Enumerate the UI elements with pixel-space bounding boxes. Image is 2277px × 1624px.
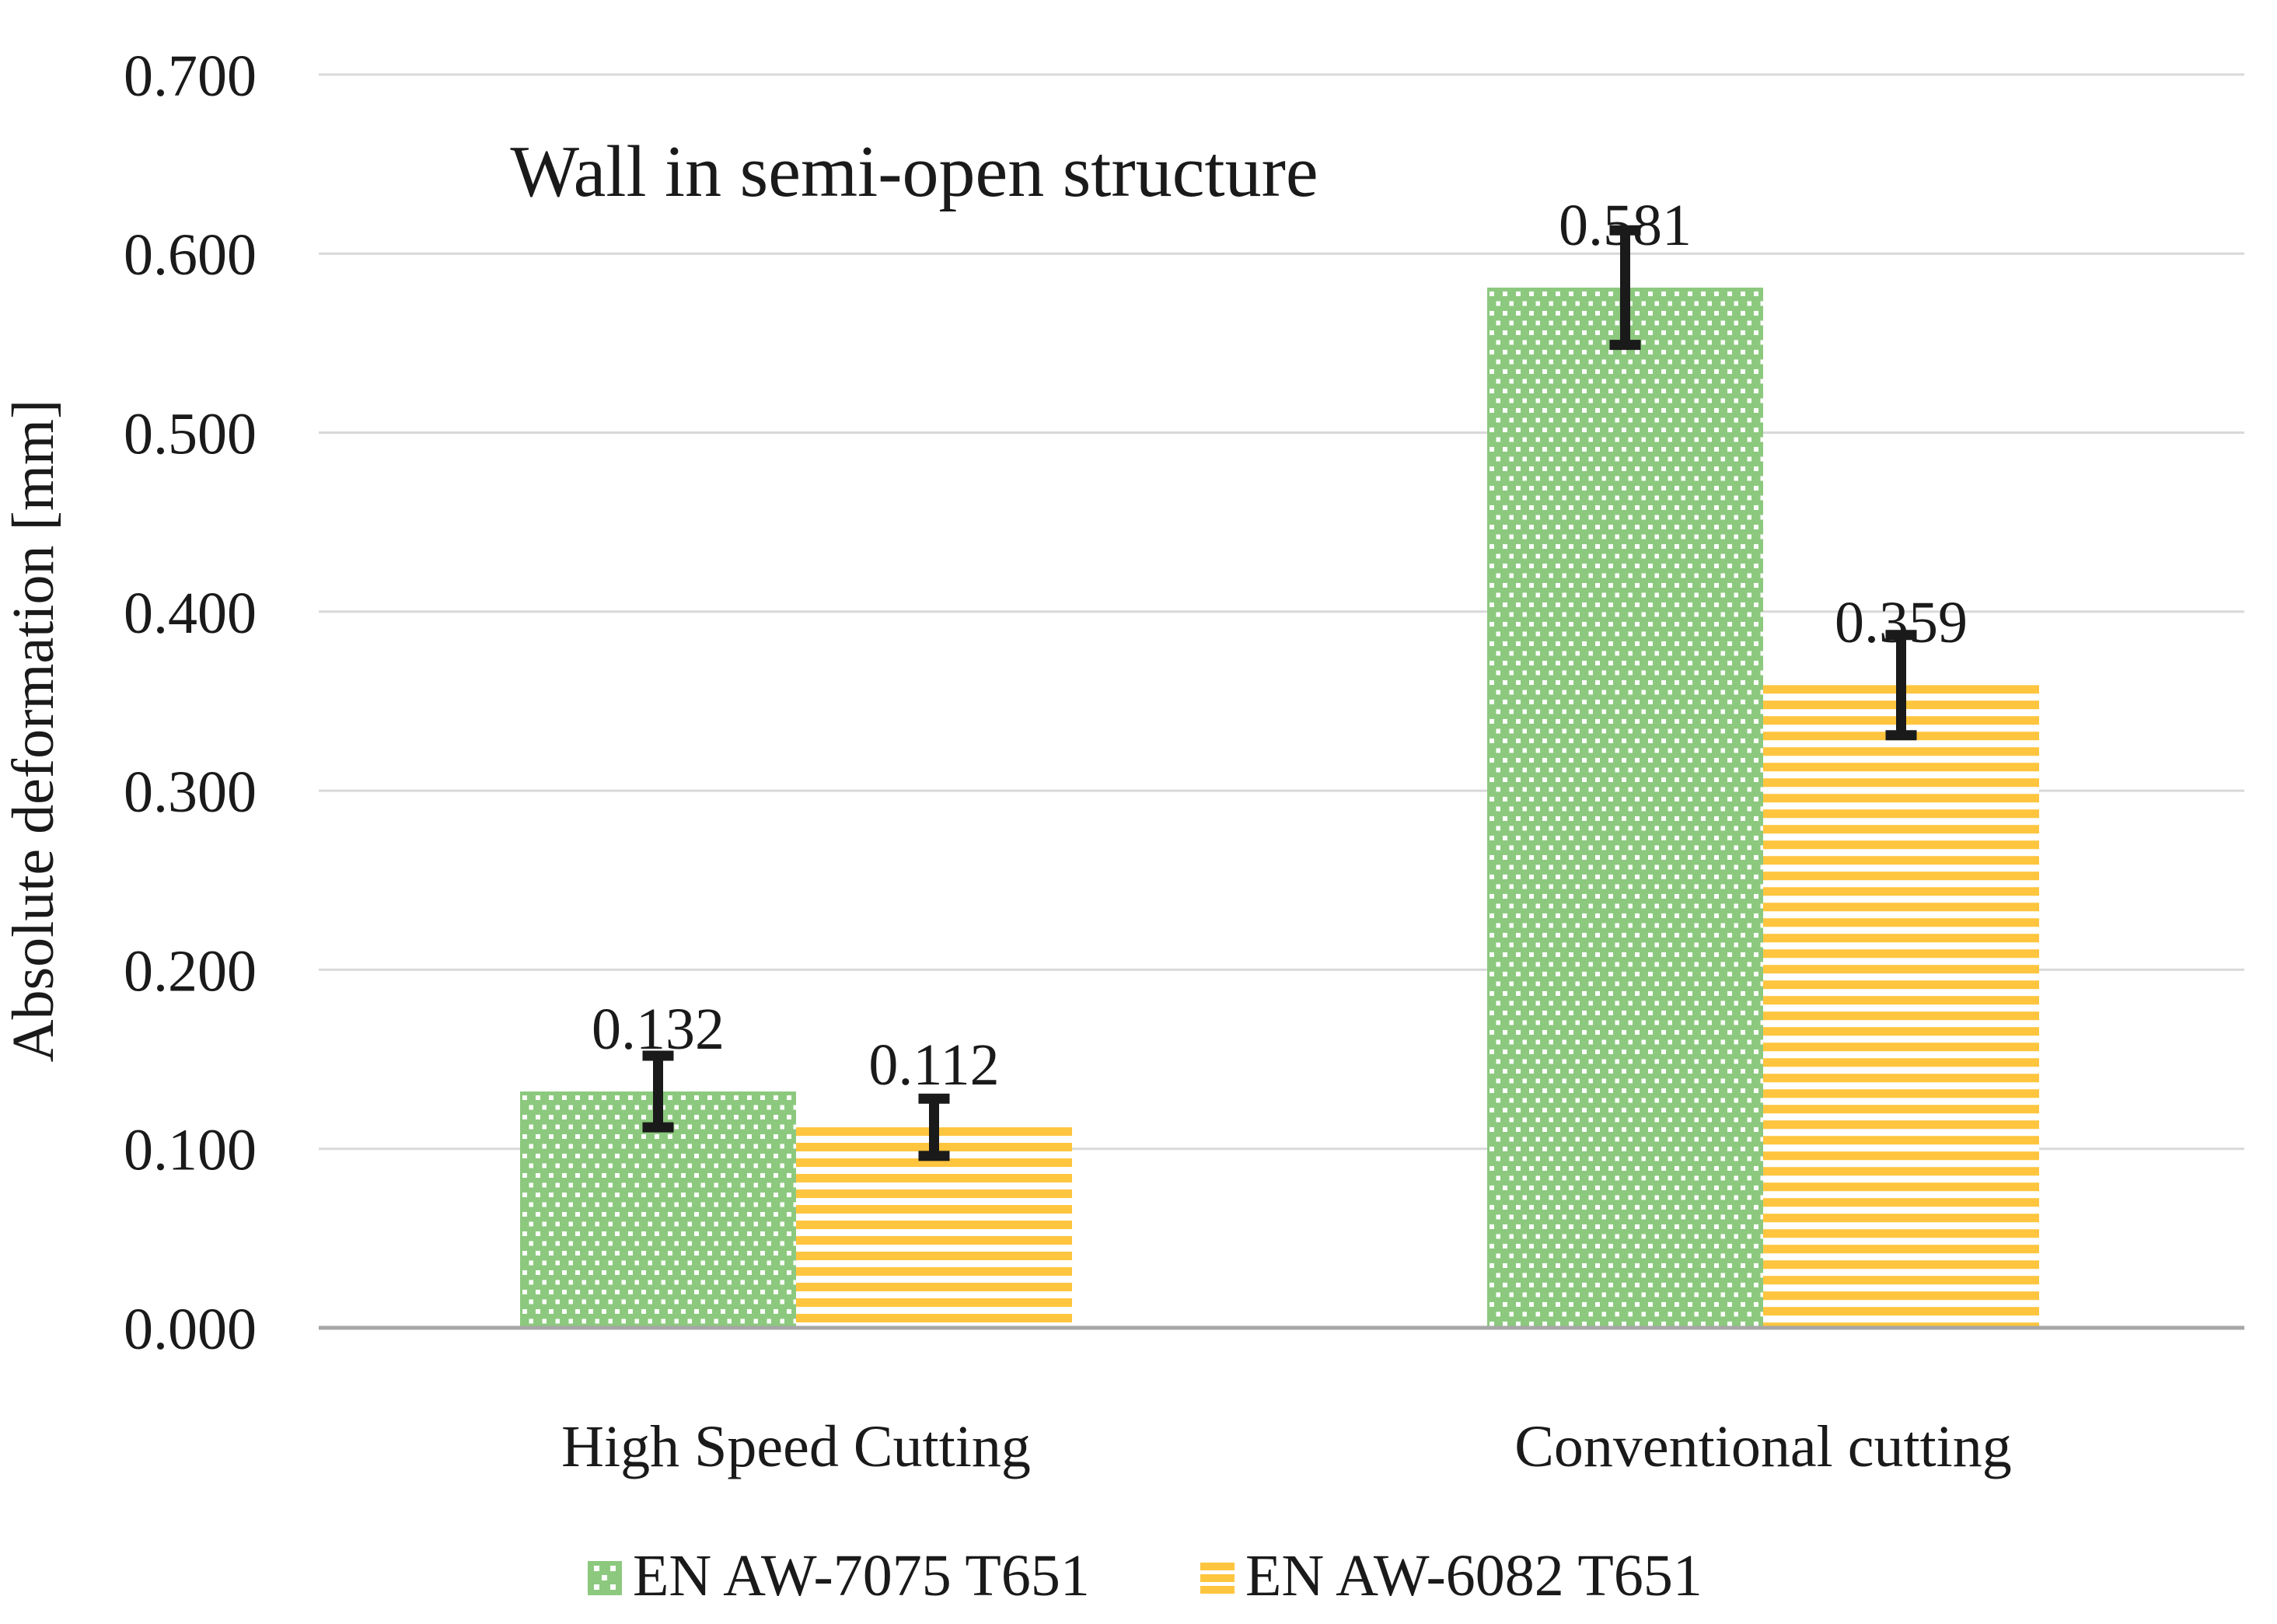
y-tick-label: 0.400 [124, 581, 257, 646]
legend-label-en-aw-6082: EN AW-6082 T651 [1245, 1543, 1703, 1608]
legend-item-en-aw-6082: EN AW-6082 T651 [1200, 1543, 1703, 1608]
legend-swatch-striped-yellow [1200, 1561, 1235, 1595]
bar-series2-cat2 [1763, 685, 2039, 1328]
y-axis-tick-labels: 0.000 0.100 0.200 0.300 0.400 0.500 0.600 0.700 [124, 44, 257, 1362]
legend: EN AW-7075 T651 EN AW-6082 T651 [588, 1543, 1703, 1608]
error-bar [1609, 225, 1641, 351]
value-label: 0.112 [868, 1032, 999, 1098]
chart-title: Wall in semi-open structure [510, 131, 1318, 212]
legend-swatch-dotted-green [588, 1561, 622, 1595]
y-tick-label: 0.200 [124, 938, 257, 1004]
error-bar [1885, 630, 1917, 741]
category-label-high-speed-cutting: High Speed Cutting [561, 1414, 1031, 1479]
value-label: 0.581 [1559, 193, 1692, 258]
value-label: 0.359 [1835, 590, 1968, 655]
y-axis-title: Absolute deformation [mm] [1, 400, 66, 1063]
y-tick-label: 0.300 [124, 760, 257, 825]
error-bar [642, 1050, 674, 1133]
y-tick-label: 0.600 [124, 222, 257, 288]
bars-group [520, 287, 2039, 1328]
y-tick-label: 0.700 [124, 44, 257, 109]
legend-item-en-aw-7075: EN AW-7075 T651 [588, 1543, 1090, 1608]
legend-label-en-aw-7075: EN AW-7075 T651 [633, 1543, 1090, 1608]
gridlines [319, 73, 2244, 1151]
category-label-conventional-cutting: Conventional cutting [1514, 1414, 2012, 1479]
error-bar [918, 1093, 950, 1161]
bar-series1-cat2 [1487, 287, 1763, 1328]
value-label: 0.132 [592, 997, 725, 1062]
y-tick-label: 0.100 [124, 1118, 257, 1183]
y-tick-label: 0.000 [124, 1297, 257, 1362]
error-bars-group [642, 225, 1917, 1161]
y-tick-label: 0.500 [124, 402, 257, 467]
value-labels-group: 0.132 0.112 0.581 0.359 [592, 193, 1968, 1098]
